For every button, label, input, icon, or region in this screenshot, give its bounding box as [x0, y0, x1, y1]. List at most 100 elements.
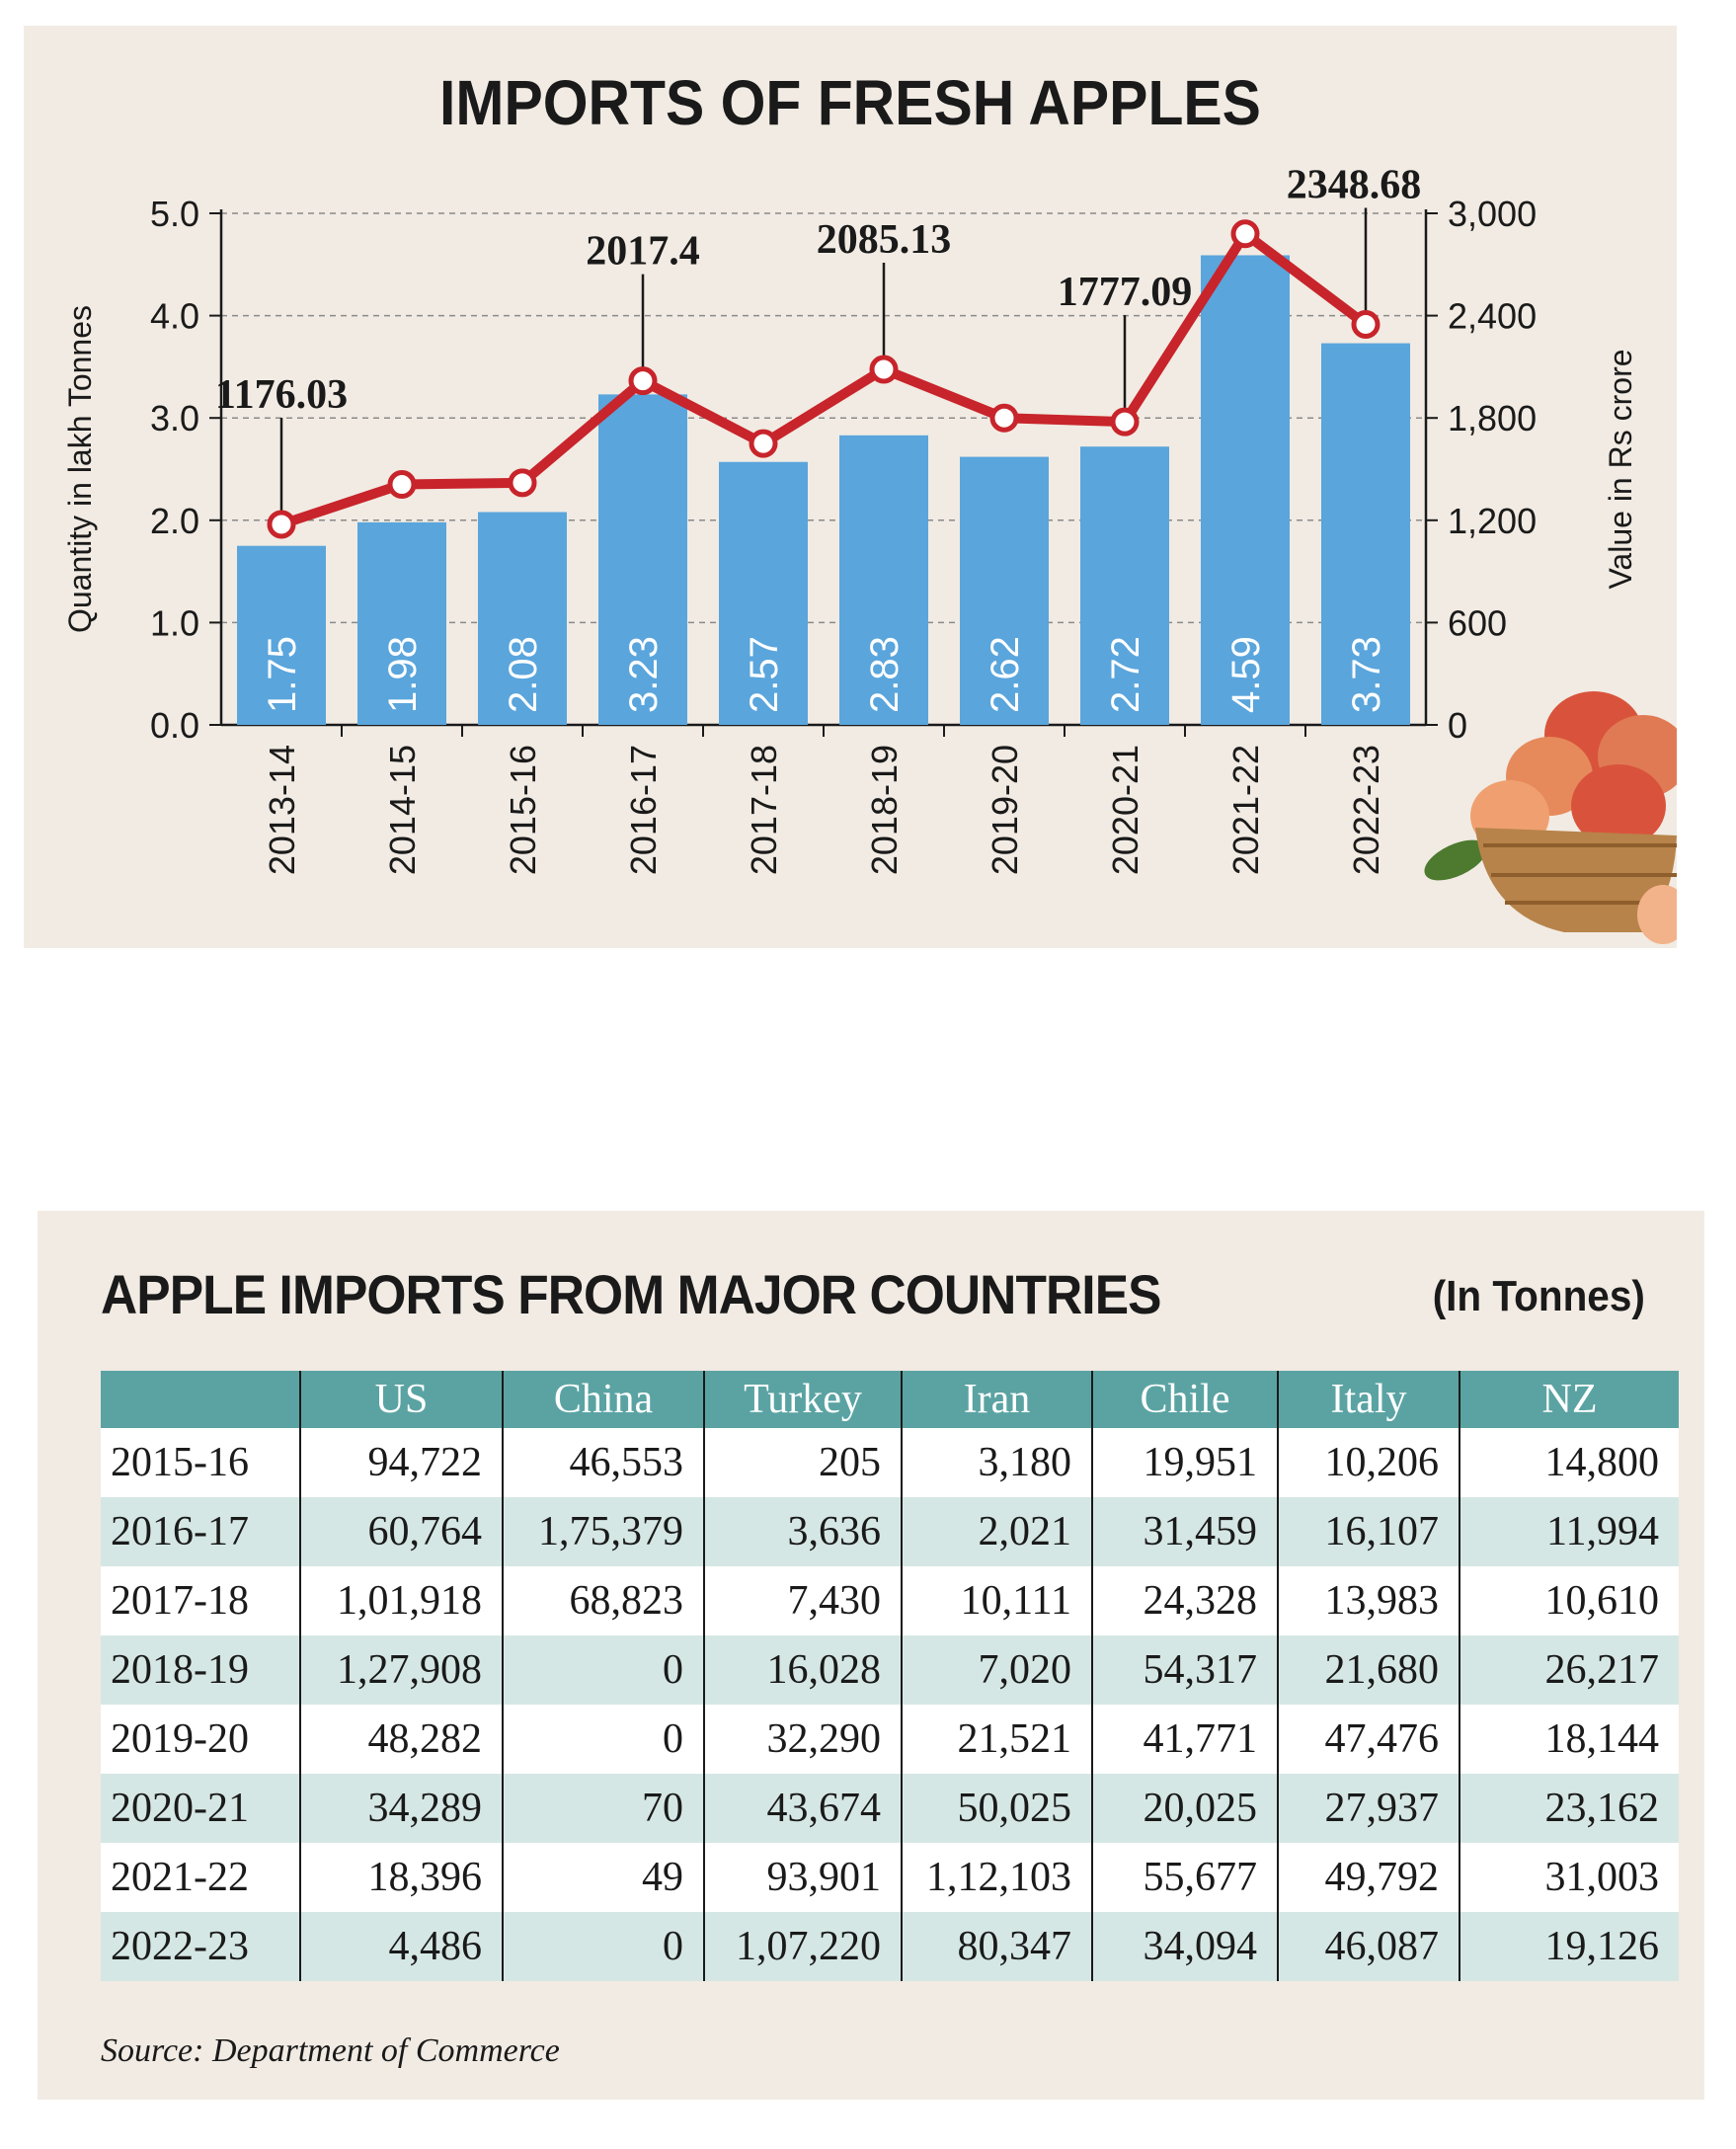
line-point — [749, 429, 778, 458]
table-cell: 43,674 — [704, 1774, 903, 1843]
callout-label: 2085.13 — [817, 217, 952, 263]
row-year-cell: 2017-18 — [101, 1566, 301, 1635]
bar — [839, 435, 928, 725]
table-cell: 16,028 — [704, 1635, 903, 1705]
line-point — [508, 468, 537, 498]
callout-label: 2017.4 — [586, 229, 700, 275]
table-panel: APPLE IMPORTS FROM MAJOR COUNTRIES (In T… — [38, 1211, 1704, 2100]
bar — [598, 394, 687, 725]
table-cell: 41,771 — [1092, 1705, 1279, 1774]
table-cell: 68,823 — [503, 1566, 705, 1635]
source-note: Source: Department of Commerce — [101, 2032, 560, 2069]
table-cell: 46,553 — [503, 1428, 705, 1497]
line-point — [628, 366, 658, 396]
table-cell: 27,937 — [1278, 1774, 1460, 1843]
table-cell: 1,12,103 — [902, 1843, 1093, 1912]
row-year-cell: 2020-21 — [101, 1774, 301, 1843]
table-cell: 1,07,220 — [704, 1912, 903, 1981]
y-axis-title: Quantity in lakh Tonnes — [62, 305, 98, 633]
y2-axis-title: Value in Rs crore — [1603, 349, 1638, 589]
line-point — [267, 510, 296, 539]
callout-label: 2348.68 — [1287, 162, 1422, 207]
bar-value-label: 3.23 — [622, 636, 666, 713]
table-cell: 49,792 — [1278, 1843, 1460, 1912]
header-cell-china: China — [503, 1371, 705, 1428]
row-year-cell: 2016-17 — [101, 1497, 301, 1566]
header-cell-turkey: Turkey — [704, 1371, 903, 1428]
line-point — [1351, 309, 1381, 339]
bar — [1080, 446, 1169, 725]
table-cell: 23,162 — [1460, 1774, 1679, 1843]
imports-table: US China Turkey Iran Chile Italy NZ 2015-16 94,… — [101, 1371, 1679, 1981]
line-point — [869, 355, 899, 384]
bar-value-label: 3.73 — [1345, 636, 1388, 713]
table-cell: 0 — [503, 1635, 705, 1705]
table-cell: 48,282 — [300, 1705, 504, 1774]
table-cell: 4,486 — [300, 1912, 504, 1981]
header-cell-chile: Chile — [1092, 1371, 1279, 1428]
y2-tick-label: 1,200 — [1448, 501, 1537, 541]
header-cell-nz: NZ — [1460, 1371, 1679, 1428]
table-row: 2016-17 60,764 1,75,379 3,636 2,021 31,459 16,… — [101, 1497, 1679, 1566]
x-tick-label: 2020-21 — [1105, 745, 1145, 875]
table-cell: 7,020 — [902, 1635, 1093, 1705]
table-cell: 31,003 — [1460, 1843, 1679, 1912]
row-year-cell: 2018-19 — [101, 1635, 301, 1705]
table-cell: 1,27,908 — [300, 1635, 504, 1705]
table-cell: 1,75,379 — [503, 1497, 705, 1566]
table-cell: 31,459 — [1092, 1497, 1279, 1566]
row-year-cell: 2021-22 — [101, 1843, 301, 1912]
table-cell: 70 — [503, 1774, 705, 1843]
y-tick-label: 5.0 — [150, 194, 199, 234]
callout-label: 1176.03 — [215, 372, 348, 418]
y2-tick-label: 0 — [1448, 705, 1467, 746]
row-year-cell: 2019-20 — [101, 1705, 301, 1774]
y-tick-label: 4.0 — [150, 296, 199, 337]
x-tick-label: 2013-14 — [262, 745, 302, 875]
bar — [237, 545, 326, 725]
bar-value-label: 2.62 — [984, 636, 1027, 713]
table-cell: 46,087 — [1278, 1912, 1460, 1981]
table-cell: 0 — [503, 1705, 705, 1774]
line-point — [989, 403, 1019, 433]
table-cell: 50,025 — [902, 1774, 1093, 1843]
y-tick-label: 3.0 — [150, 398, 199, 438]
x-tick-label: 2017-18 — [744, 745, 784, 875]
row-year-cell: 2022-23 — [101, 1912, 301, 1981]
table-cell: 21,680 — [1278, 1635, 1460, 1705]
table-cell: 55,677 — [1092, 1843, 1279, 1912]
table-cell: 60,764 — [300, 1497, 504, 1566]
x-tick-label: 2014-15 — [382, 745, 423, 875]
table-cell: 3,180 — [902, 1428, 1093, 1497]
bar-value-label: 2.83 — [863, 636, 907, 713]
y-tick-label: 1.0 — [150, 602, 199, 643]
line-point — [1110, 407, 1140, 437]
chart-panel: IMPORTS OF FRESH APPLES 0.0 1.0 2.0 3.0 4.0 5.… — [24, 26, 1677, 948]
table-row: 2022-23 4,486 0 1,07,220 80,347 34,094 46,087 1… — [101, 1912, 1679, 1981]
table-cell: 34,289 — [300, 1774, 504, 1843]
table-cell: 34,094 — [1092, 1912, 1279, 1981]
table-cell: 32,290 — [704, 1705, 903, 1774]
header-cell-iran: Iran — [902, 1371, 1093, 1428]
table-row: 2020-21 34,289 70 43,674 50,025 20,025 27,937 2… — [101, 1774, 1679, 1843]
table-cell: 10,610 — [1460, 1566, 1679, 1635]
callout-label: 1777.09 — [1058, 270, 1193, 315]
value-line — [276, 228, 1371, 529]
y2-tick-label: 600 — [1448, 602, 1507, 643]
x-tick-label: 2022-23 — [1346, 745, 1386, 875]
row-year-cell: 2015-16 — [101, 1428, 301, 1497]
y-tick-label: 2.0 — [150, 501, 199, 541]
table-cell: 16,107 — [1278, 1497, 1460, 1566]
table-row: 2019-20 48,282 0 32,290 21,521 41,771 47,476 18… — [101, 1705, 1679, 1774]
bar-value-label: 1.98 — [381, 636, 425, 713]
table-cell: 10,111 — [902, 1566, 1093, 1635]
y2-tick-label: 3,000 — [1448, 194, 1537, 234]
y2-tick-label: 1,800 — [1448, 398, 1537, 438]
line-point — [1230, 219, 1260, 249]
table-cell: 205 — [704, 1428, 903, 1497]
table-cell: 3,636 — [704, 1497, 903, 1566]
x-tick-label: 2018-19 — [864, 745, 905, 875]
table-cell: 47,476 — [1278, 1705, 1460, 1774]
table-row: 2017-18 1,01,918 68,823 7,430 10,111 24,328 13… — [101, 1566, 1679, 1635]
table-cell: 19,951 — [1092, 1428, 1279, 1497]
